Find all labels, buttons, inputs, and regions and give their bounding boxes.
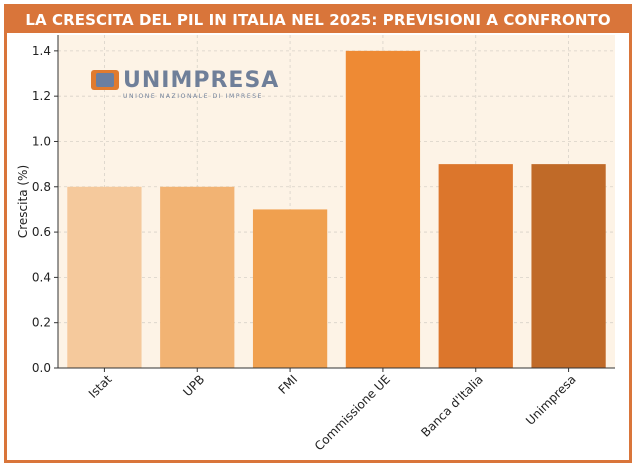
x-tick-label: UPB xyxy=(180,372,207,399)
logo-name: UNIMPRESA xyxy=(123,68,279,93)
bar-upb xyxy=(160,186,235,368)
x-tick-labels: Istat UPB FMI Commissione UE Banca d'Italia U… xyxy=(86,368,579,453)
x-tick-label: Commissione UE xyxy=(312,372,393,453)
y-tick-label: 1.2 xyxy=(32,89,51,103)
y-axis-label: Crescita (%) xyxy=(16,165,30,238)
bar-istat xyxy=(67,186,142,368)
x-tick-label: FMI xyxy=(276,372,301,397)
chart-title: LA CRESCITA DEL PIL IN ITALIA NEL 2025: … xyxy=(7,7,629,33)
plot-area xyxy=(58,35,615,368)
bar-banca-d-italia xyxy=(438,164,513,368)
bars xyxy=(67,50,606,368)
y-tick-label: 0.0 xyxy=(32,361,51,375)
y-tick-label: 1.4 xyxy=(32,44,51,58)
x-tick-label: Unimpresa xyxy=(523,372,579,428)
y-tick-label: 0.4 xyxy=(32,270,51,284)
x-tick-label: Banca d'Italia xyxy=(418,372,486,440)
y-tick-label: 0.8 xyxy=(32,180,51,194)
bar-commissione-ue xyxy=(345,50,421,368)
axes xyxy=(57,35,615,369)
x-tick-label: Istat xyxy=(86,372,115,401)
bar-fmi xyxy=(252,209,328,368)
bar-unimpresa xyxy=(531,164,606,368)
unimpresa-logo: UNIMPRESA UNIONE NAZIONALE DI IMPRESE xyxy=(91,68,279,100)
y-tick-label: 1.0 xyxy=(32,134,51,148)
y-tick-label: 0.2 xyxy=(32,316,51,330)
y-tick-labels: 0.0 0.2 0.4 0.6 0.8 1.0 1.2 1.4 xyxy=(32,44,58,375)
y-tick-label: 0.6 xyxy=(32,225,51,239)
logo-tagline: UNIONE NAZIONALE DI IMPRESE xyxy=(123,93,263,100)
logo-globe-icon xyxy=(96,73,114,87)
